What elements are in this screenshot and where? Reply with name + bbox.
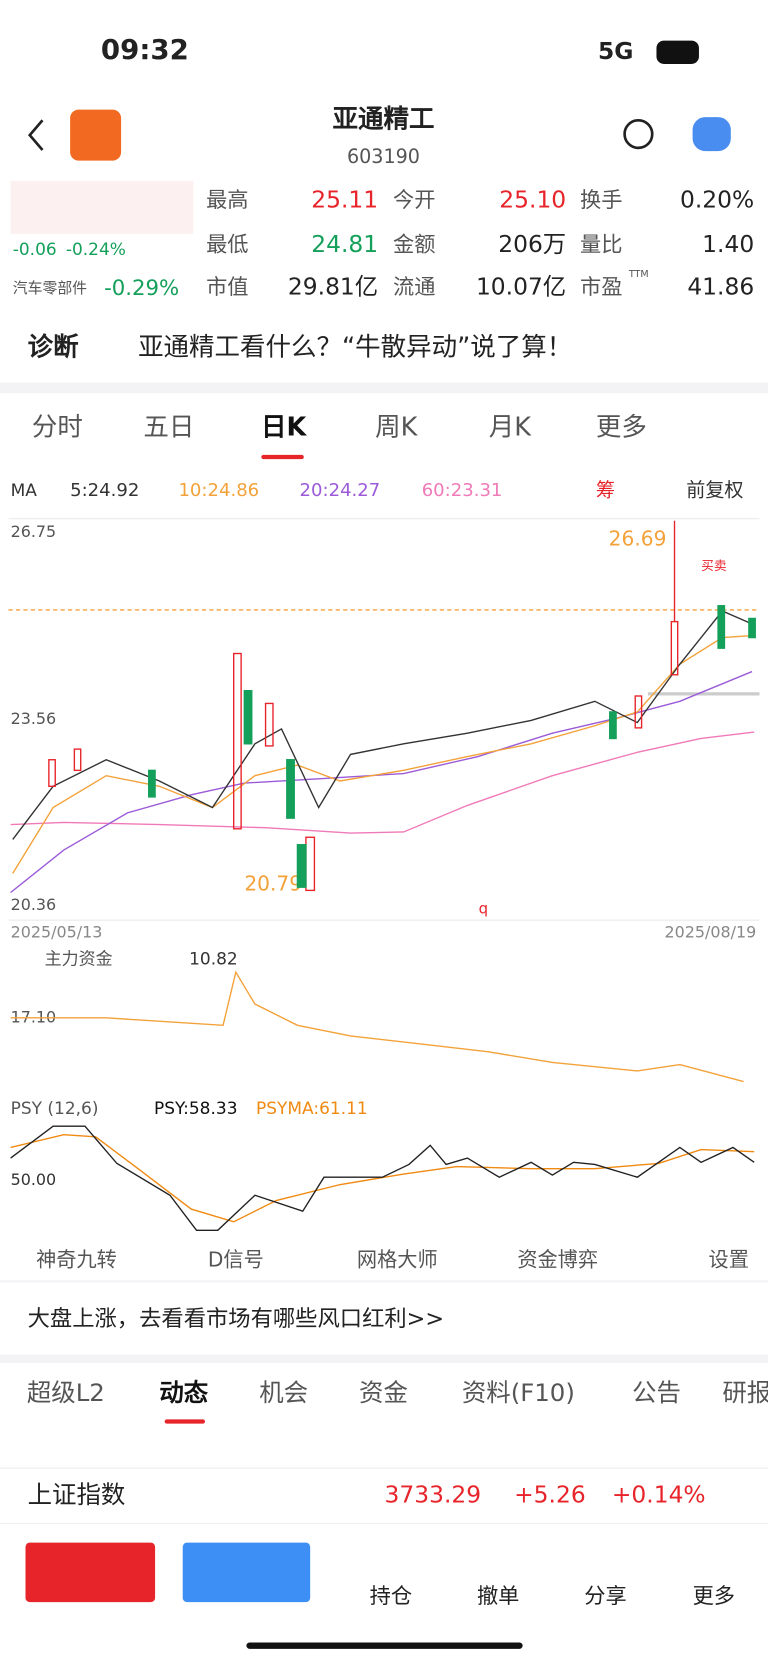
low-label: 20.79 — [244, 872, 302, 896]
diagnosis-link[interactable]: 亚通精工看什么？“牛散异动”说了算！ — [138, 333, 572, 363]
action-button[interactable]: 分享 — [584, 1584, 626, 1609]
indicator-label[interactable]: PSY (12,6) — [11, 1099, 99, 1119]
ma-value: 20:24.27 — [300, 480, 381, 501]
label: -0.24% — [66, 240, 126, 260]
stat-value: 0.20% — [680, 185, 754, 213]
date-end: 2025/08/19 — [665, 922, 757, 941]
tab[interactable]: 动态 — [159, 1378, 208, 1407]
tool-button[interactable]: 设置 — [709, 1248, 749, 1272]
label: PSY:58.33 — [154, 1099, 238, 1119]
tab[interactable]: 五日 — [143, 412, 194, 442]
stat-label: 市值 — [206, 275, 248, 300]
stat-value: 24.81 — [311, 230, 378, 258]
tab[interactable]: 公告 — [632, 1378, 681, 1407]
tab[interactable]: 更多 — [596, 412, 647, 442]
tab[interactable]: 日K — [261, 412, 307, 442]
label: 10.82 — [189, 949, 238, 969]
tool-button[interactable]: 网格大师 — [357, 1248, 438, 1272]
stock-code: 603190 — [347, 145, 420, 168]
stat-label: 今开 — [393, 188, 435, 213]
label: -0.06 — [13, 240, 57, 260]
stat-label: 最低 — [206, 233, 248, 258]
stat-value: 25.10 — [499, 185, 566, 213]
clock: 09:32 — [101, 33, 189, 66]
y-tick-label: 26.75 — [11, 522, 57, 541]
tab[interactable]: 研报 — [722, 1378, 768, 1407]
y-tick-label: 23.56 — [11, 709, 57, 728]
tab[interactable]: 资料(F10) — [462, 1378, 575, 1407]
ma-value: 60:23.31 — [422, 480, 503, 501]
label: MA — [11, 481, 38, 501]
label: +0.14% — [612, 1480, 706, 1508]
chip-button[interactable]: 筹 — [596, 478, 615, 501]
label: -0.29% — [104, 276, 179, 301]
adjust-button[interactable]: 前复权 — [686, 478, 743, 501]
marker: q — [479, 900, 488, 918]
tool-button[interactable]: D信号 — [208, 1248, 264, 1272]
stat-value: 10.07亿 — [476, 273, 566, 301]
stat-label: 量比 — [580, 233, 622, 258]
stat-value: 29.81亿 — [288, 273, 378, 301]
stat-label: 流通 — [393, 275, 435, 300]
label: PSYMA:61.11 — [256, 1099, 368, 1119]
label: TTM — [628, 269, 649, 280]
tool-button[interactable]: 神奇九转 — [36, 1248, 117, 1272]
label: +5.26 — [514, 1480, 586, 1508]
banner[interactable]: 大盘上涨，去看看市场有哪些风口红利>> — [28, 1306, 444, 1332]
action-button[interactable]: 持仓 — [370, 1584, 412, 1609]
high-label: 26.69 — [609, 526, 667, 550]
date-start: 2025/05/13 — [11, 922, 103, 941]
action-button[interactable]: 撤单 — [477, 1584, 519, 1609]
stat-value: 1.40 — [702, 230, 754, 258]
tab[interactable]: 资金 — [359, 1378, 408, 1407]
index-name: 上证指数 — [28, 1480, 126, 1509]
label: 17.10 — [11, 1007, 57, 1026]
stat-value: 41.86 — [687, 273, 754, 301]
indicator-label[interactable]: 主力资金 — [45, 949, 113, 969]
label: 汽车零部件 — [13, 279, 87, 297]
label: 5G — [598, 37, 633, 65]
tab[interactable]: 周K — [375, 412, 418, 442]
stat-value: 25.11 — [311, 185, 378, 213]
tool-button[interactable]: 资金博弈 — [517, 1248, 598, 1272]
stock-name: 亚通精工 — [333, 104, 435, 134]
label: 诊断 — [28, 333, 79, 363]
tab[interactable]: 分时 — [32, 412, 83, 442]
y-tick-label: 20.36 — [11, 895, 57, 914]
stat-value: 206万 — [498, 230, 566, 258]
stat-label: 换手 — [580, 188, 622, 213]
tab[interactable]: 超级L2 — [27, 1378, 105, 1407]
label: 3733.29 — [385, 1480, 482, 1508]
stat-label: 最高 — [206, 188, 248, 213]
label: 50.00 — [11, 1170, 57, 1189]
stat-label: 金额 — [393, 233, 435, 258]
stat-label: 市盈 — [580, 275, 622, 300]
tab[interactable]: 机会 — [259, 1378, 308, 1407]
signal: 买卖 — [701, 559, 727, 574]
tab[interactable]: 月K — [489, 412, 532, 442]
ma-value: 5:24.92 — [70, 480, 139, 501]
action-button[interactable]: 更多 — [693, 1584, 735, 1609]
ma-value: 10:24.86 — [178, 480, 259, 501]
